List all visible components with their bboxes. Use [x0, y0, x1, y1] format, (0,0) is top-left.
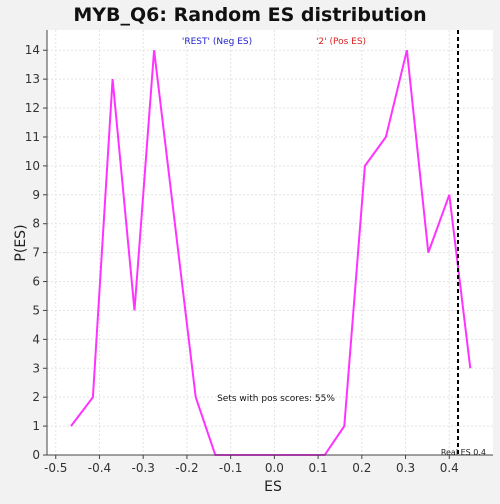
x-tick-label: 0.0 — [265, 461, 284, 475]
x-axis-label: ES — [264, 479, 282, 495]
y-tick-label: 13 — [25, 72, 40, 86]
y-tick-label: 1 — [32, 419, 40, 433]
x-tick-label: -0.1 — [219, 461, 242, 475]
y-tick-label: 0 — [32, 448, 40, 462]
axes: -0.5 -0.4 -0.3 -0.2 -0.1 0.0 0.1 0.2 0.3 0.401234… — [25, 30, 493, 475]
y-tick-label: 3 — [32, 361, 40, 375]
chart-title: MYB_Q6: Random ES distribution — [73, 4, 426, 26]
x-tick-label: -0.2 — [175, 461, 198, 475]
y-tick-label: 7 — [32, 246, 40, 260]
y-tick-label: 9 — [32, 188, 40, 202]
x-tick-label: -0.3 — [131, 461, 154, 475]
y-tick-label: 4 — [32, 332, 40, 346]
y-tick-label: 14 — [25, 43, 40, 57]
y-tick-label: 11 — [25, 130, 40, 144]
neg-es-label: 'REST' (Neg ES) — [182, 37, 252, 47]
pos-es-label: '2' (Pos ES) — [316, 37, 366, 47]
x-tick-label: -0.4 — [88, 461, 111, 475]
y-tick-label: 2 — [32, 390, 40, 404]
x-tick-label: 0.3 — [396, 461, 415, 475]
y-tick-label: 10 — [25, 159, 40, 173]
grid — [47, 30, 493, 456]
real-es-label: Real ES 0.4 — [441, 448, 486, 457]
y-tick-label: 6 — [32, 275, 40, 289]
x-tick-label: 0.2 — [352, 461, 371, 475]
pos-scores-annotation: Sets with pos scores: 55% — [217, 394, 335, 404]
x-tick-label: -0.5 — [44, 461, 67, 475]
x-tick-label: 0.1 — [309, 461, 328, 475]
plot-area — [47, 30, 493, 455]
y-tick-label: 5 — [32, 303, 40, 317]
y-axis-label: P(ES) — [13, 224, 29, 261]
x-tick-label: 0.4 — [440, 461, 459, 475]
y-tick-label: 12 — [25, 101, 40, 115]
y-tick-label: 8 — [32, 217, 40, 231]
